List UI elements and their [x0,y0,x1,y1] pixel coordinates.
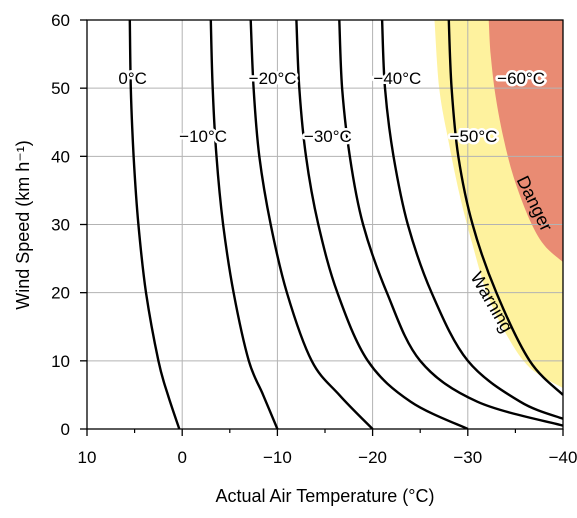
axis-ticks: 10 0 −10 −20 −30 −40 0 10 20 30 40 50 60 [51,11,577,467]
y-tick-label: 20 [51,284,70,303]
x-tick-label: 10 [78,448,97,467]
y-axis-title: Wind Speed (km h⁻¹) [13,140,33,310]
isotherm-curve [338,20,563,427]
isotherm-label: −50°C [450,127,498,146]
y-tick-label: 50 [51,79,70,98]
isotherm-label: −10°C [179,127,227,146]
x-tick-label: −10 [263,448,292,467]
isotherm-label: −30°C [304,127,352,146]
zone-danger [488,20,563,262]
isotherm-label: −40°C [373,69,421,88]
y-tick-label: 0 [61,420,70,439]
gridlines [87,20,563,429]
isotherm-curve [209,20,279,429]
y-tick-label: 60 [51,11,70,30]
isotherm-curve [380,20,563,420]
y-tick-label: 10 [51,352,70,371]
y-tick-label: 30 [51,216,70,235]
isotherm-curves [128,20,563,429]
x-tick-label: −40 [549,448,577,467]
y-tick-label: 40 [51,147,70,166]
isotherm-curve [447,20,563,396]
isotherm-label: 0°C [118,69,147,88]
x-tick-label: 0 [177,448,186,467]
x-tick-label: −20 [358,448,387,467]
zones-layer [434,20,563,389]
isotherm-label: −20°C [249,69,297,88]
isotherm-curve [295,20,469,429]
x-tick-label: −30 [453,448,482,467]
isotherm-curve [128,20,181,429]
isotherm-curve [249,20,374,429]
isotherm-label: −60°C [497,69,545,88]
x-axis-title: Actual Air Temperature (°C) [216,486,435,506]
